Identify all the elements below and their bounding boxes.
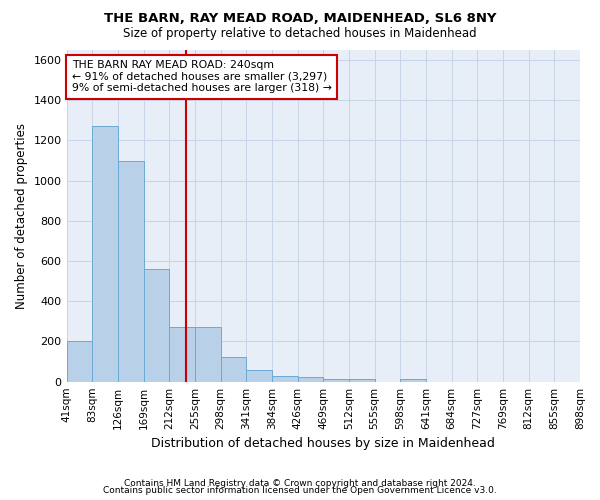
Text: Contains public sector information licensed under the Open Government Licence v3: Contains public sector information licen… — [103, 486, 497, 495]
X-axis label: Distribution of detached houses by size in Maidenhead: Distribution of detached houses by size … — [151, 437, 495, 450]
Text: Size of property relative to detached houses in Maidenhead: Size of property relative to detached ho… — [123, 28, 477, 40]
Bar — [323, 378, 349, 382]
Y-axis label: Number of detached properties: Number of detached properties — [15, 123, 28, 309]
Bar — [298, 376, 323, 382]
Text: THE BARN, RAY MEAD ROAD, MAIDENHEAD, SL6 8NY: THE BARN, RAY MEAD ROAD, MAIDENHEAD, SL6… — [104, 12, 496, 26]
Bar — [349, 378, 374, 382]
Bar — [92, 126, 118, 382]
Text: Contains HM Land Registry data © Crown copyright and database right 2024.: Contains HM Land Registry data © Crown c… — [124, 478, 476, 488]
Bar — [272, 376, 298, 382]
Bar — [195, 328, 221, 382]
Text: THE BARN RAY MEAD ROAD: 240sqm
← 91% of detached houses are smaller (3,297)
9% o: THE BARN RAY MEAD ROAD: 240sqm ← 91% of … — [71, 60, 332, 93]
Bar — [400, 378, 426, 382]
Bar — [246, 370, 272, 382]
Bar — [118, 160, 143, 382]
Bar — [169, 328, 195, 382]
Bar — [67, 342, 92, 382]
Bar — [221, 356, 246, 382]
Bar — [143, 269, 169, 382]
